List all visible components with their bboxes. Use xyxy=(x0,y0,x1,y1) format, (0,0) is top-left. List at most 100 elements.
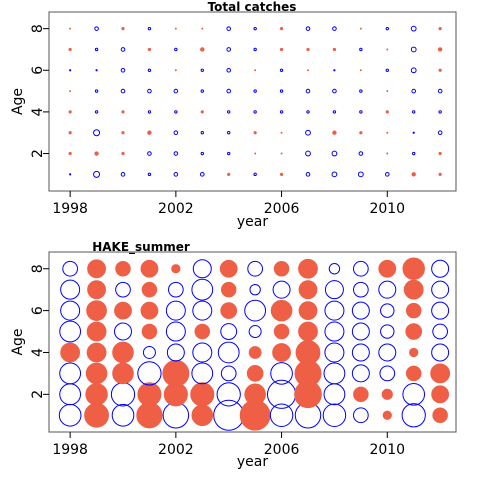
bubble-2009-age-4 xyxy=(359,110,363,114)
bubble-1999-age-8 xyxy=(87,259,106,279)
bubble-1998-age-2 xyxy=(68,151,72,156)
bubble-2007-age-4 xyxy=(306,110,310,114)
plot-frame xyxy=(48,11,457,192)
bubble-2006-age-7 xyxy=(279,47,284,52)
bubble-2006-age-8 xyxy=(273,260,290,277)
bubble-2011-age-3 xyxy=(405,365,422,382)
bubble-1999-age-1 xyxy=(93,170,101,178)
bubble-2001-age-2 xyxy=(147,151,152,156)
bubble-2003-age-2 xyxy=(190,382,215,407)
bubble-2009-age-7 xyxy=(353,281,369,298)
bubble-2002-age-7 xyxy=(168,281,184,298)
bubble-2008-age-4 xyxy=(332,110,337,114)
bubble-2010-age-6 xyxy=(380,303,395,318)
bubble-2002-age-3 xyxy=(162,359,190,387)
bubble-2010-age-1 xyxy=(384,172,390,177)
bubble-2008-age-8 xyxy=(332,26,337,31)
bubble-2008-age-4 xyxy=(324,342,345,363)
bubble-2012-age-8 xyxy=(431,259,450,278)
bubble-2012-age-6 xyxy=(438,68,442,72)
bubble-2001-age-7 xyxy=(141,281,158,298)
bubble-2004-age-1 xyxy=(213,399,245,431)
bubble-2003-age-6 xyxy=(192,300,213,321)
bubble-2005-age-5 xyxy=(253,89,257,93)
bubble-2008-age-2 xyxy=(323,383,346,406)
bubble-2000-age-6 xyxy=(114,301,132,320)
bubble-2009-age-5 xyxy=(359,89,363,93)
bubble-2012-age-3 xyxy=(430,363,451,384)
bubble-2000-age-6 xyxy=(120,67,126,73)
y-tick-label: 6 xyxy=(30,66,46,75)
bubble-2010-age-4 xyxy=(385,110,389,114)
bubble-2000-age-2 xyxy=(110,382,136,407)
bubble-2012-age-2 xyxy=(431,385,450,404)
panel-1: Total catches 1998 2002 2006 2010 2 4 6 8 year Age xyxy=(10,0,457,230)
bubble-2010-age-8 xyxy=(378,259,397,278)
bubble-1998-age-4 xyxy=(60,342,81,363)
bubble-2000-age-8 xyxy=(115,260,131,277)
bubble-2012-age-1 xyxy=(432,407,448,424)
bubble-2004-age-4 xyxy=(217,341,240,364)
bubble-2001-age-3 xyxy=(137,361,162,386)
bubble-2009-age-6 xyxy=(359,69,362,72)
x-axis-label: year xyxy=(237,454,268,470)
bubble-2002-age-5 xyxy=(165,321,186,342)
bubble-2010-age-1 xyxy=(382,410,392,420)
bubble-2007-age-2 xyxy=(305,150,311,157)
x-tick-label: 2010 xyxy=(369,201,405,217)
bubble-2005-age-5 xyxy=(248,325,262,339)
bubble-1999-age-8 xyxy=(94,26,99,31)
y-tick-label: 2 xyxy=(30,149,46,158)
bubble-2011-age-5 xyxy=(411,88,417,94)
bubble-2010-age-6 xyxy=(385,68,389,72)
bubble-2010-age-5 xyxy=(380,324,395,339)
bubble-1998-age-5 xyxy=(69,90,72,93)
bubble-2006-age-3 xyxy=(280,131,283,134)
bubble-2001-age-1 xyxy=(147,172,152,177)
bubble-2006-age-6 xyxy=(279,68,284,72)
bubble-2012-age-4 xyxy=(438,110,442,114)
bubble-2005-age-3 xyxy=(246,365,264,382)
bubble-2010-age-7 xyxy=(378,280,397,299)
bubble-2000-age-2 xyxy=(121,151,125,156)
panel-2: HAKE_summer 1998 2002 2006 2010 2 4 6 8 year Age xyxy=(10,240,457,470)
bubble-2007-age-1 xyxy=(305,172,311,177)
bubble-2009-age-6 xyxy=(351,301,370,320)
x-tick-label: 2006 xyxy=(264,442,300,458)
bubble-2012-age-5 xyxy=(432,323,448,340)
y-tick-label: 4 xyxy=(30,348,46,357)
bubble-2003-age-3 xyxy=(200,131,204,135)
bubble-2002-age-4 xyxy=(174,110,178,114)
bubble-2005-age-8 xyxy=(247,260,263,277)
panel-title: Total catches xyxy=(208,0,297,14)
bubble-2000-age-4 xyxy=(112,341,134,364)
x-tick-label: 2006 xyxy=(264,201,300,217)
bubble-1998-age-7 xyxy=(60,279,81,300)
bubble-2000-age-3 xyxy=(112,362,134,385)
bubble-1999-age-3 xyxy=(93,129,101,137)
bubble-1999-age-5 xyxy=(86,321,107,342)
bubble-2001-age-5 xyxy=(147,88,152,94)
bubble-2008-age-1 xyxy=(331,171,338,178)
bubble-2010-age-3 xyxy=(386,131,389,134)
bubble-2004-age-5 xyxy=(220,323,238,340)
bubble-2011-age-1 xyxy=(411,172,416,177)
bubble-2010-age-5 xyxy=(386,90,389,93)
bubble-2004-age-2 xyxy=(216,382,241,407)
bubble-2004-age-6 xyxy=(220,302,238,319)
bubble-2002-age-8 xyxy=(171,264,181,274)
bubble-2012-age-6 xyxy=(431,301,450,320)
bubble-2004-age-4 xyxy=(227,110,231,114)
bubble-2008-age-6 xyxy=(324,300,345,321)
bubble-1998-age-8 xyxy=(69,27,72,30)
bubble-2003-age-5 xyxy=(194,323,211,340)
bubble-2007-age-7 xyxy=(306,47,310,52)
bubble-2004-age-2 xyxy=(227,151,231,156)
bubble-2000-age-5 xyxy=(120,88,126,94)
bubble-2012-age-8 xyxy=(438,27,442,31)
bubble-2005-age-7 xyxy=(253,47,257,52)
y-tick-label: 8 xyxy=(30,24,46,33)
bubble-2007-age-7 xyxy=(298,280,318,300)
bubble-2010-age-4 xyxy=(378,343,397,362)
